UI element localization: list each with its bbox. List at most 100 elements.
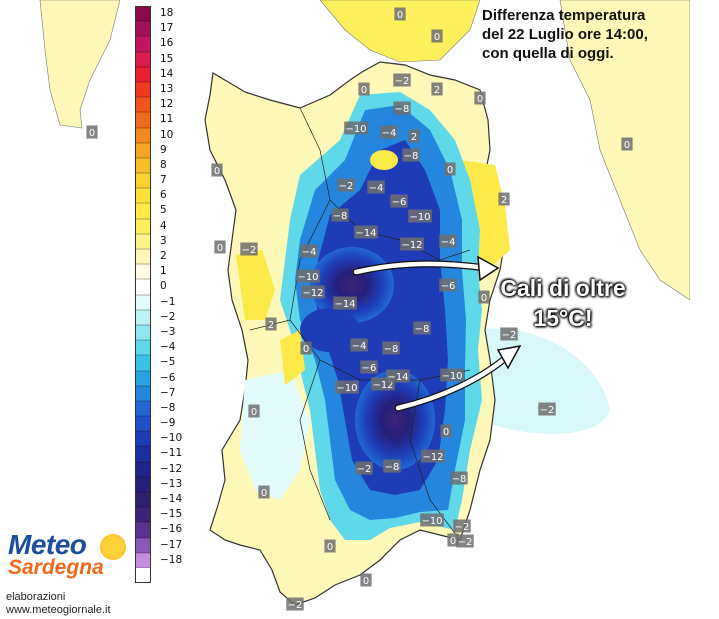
- map-value-text: −12: [372, 380, 393, 391]
- west-warm-patch: [236, 250, 275, 320]
- map-value-text: −2: [455, 522, 470, 533]
- title-line-2: del 22 Luglio ore 14:00,: [482, 26, 648, 43]
- title-line-1: Differenza temperatura: [482, 7, 646, 24]
- map-value-label: −10: [344, 121, 368, 135]
- legend-label: 3: [160, 234, 167, 247]
- map-value-text: 0: [327, 542, 333, 553]
- map-value-text: 0: [477, 94, 483, 105]
- map-value-label: −8: [450, 471, 468, 485]
- map-value-text: −6: [441, 281, 456, 292]
- map-value-text: −4: [352, 341, 367, 352]
- legend-swatch: 6: [135, 188, 167, 204]
- legend-label: 18: [160, 7, 174, 19]
- map-value-label: 2: [431, 82, 443, 96]
- legend-label: −12: [160, 462, 183, 475]
- map-value-text: −14: [334, 299, 355, 310]
- legend-label: −1: [160, 295, 176, 308]
- map-value-label: −8: [402, 148, 420, 162]
- map-value-text: −4: [382, 128, 397, 139]
- legend-label: −3: [160, 325, 176, 338]
- map-value-label: −8: [382, 341, 400, 355]
- map-value-text: 2: [268, 320, 274, 331]
- map-value-label: −6: [360, 360, 378, 374]
- map-value-text: 2: [434, 85, 440, 96]
- map-value-label: −2: [456, 534, 474, 548]
- map-value-label: −6: [439, 278, 457, 292]
- map-value-text: 0: [447, 165, 453, 176]
- warm-blob: [370, 150, 398, 170]
- legend-swatch: 17: [135, 21, 173, 37]
- map-value-label: −10: [296, 269, 320, 283]
- map-value-text: −4: [441, 237, 456, 248]
- legend-swatch: 1: [135, 264, 167, 280]
- legend-label: 7: [160, 174, 167, 187]
- legend-swatch: −12: [135, 461, 182, 477]
- map-value-text: −10: [336, 383, 357, 394]
- map-value-text: −8: [415, 324, 430, 335]
- legend-label: −14: [160, 493, 183, 505]
- map-value-label: −2: [453, 519, 471, 533]
- color-scale-legend: 18 17 16 15 14 13 12 11 10 9 8 7 6 5 4 3 2 1 0 −1 −2 −3 −4 −5 −6…: [135, 6, 182, 568]
- west-cool-patch: [240, 370, 310, 500]
- map-value-label: 0: [360, 573, 372, 587]
- map-value-text: 2: [411, 132, 417, 143]
- legend-swatch: 12: [135, 97, 173, 113]
- arrow-north: [352, 255, 500, 282]
- map-value-text: −4: [369, 183, 384, 194]
- map-value-label: −10: [420, 513, 444, 527]
- map-value-label: −14: [333, 296, 357, 310]
- map-value-text: 0: [363, 576, 369, 587]
- map-value-text: 0: [361, 85, 367, 96]
- map-value-text: −10: [345, 124, 366, 135]
- legend-label: −6: [160, 371, 176, 384]
- map-value-text: −10: [441, 371, 462, 382]
- legend-label: −17: [160, 538, 183, 551]
- legend-label: −18: [160, 553, 183, 566]
- map-value-label: 0: [258, 485, 270, 499]
- map-value-text: −14: [355, 228, 376, 239]
- legend-label: −5: [160, 356, 176, 369]
- map-value-text: 0: [434, 32, 440, 43]
- legend-label: −10: [160, 432, 183, 445]
- legend-swatch: 11: [135, 112, 173, 128]
- map-value-label: 0: [447, 533, 459, 547]
- map-value-text: −2: [357, 464, 372, 475]
- map-value-label: −8: [413, 321, 431, 335]
- legend-label: 2: [160, 250, 167, 262]
- map-value-text: 0: [443, 427, 449, 438]
- legend-swatch: −6: [135, 370, 175, 386]
- map-value-label: −10: [440, 368, 464, 382]
- legend-label: −15: [160, 508, 183, 521]
- legend-label: −2: [160, 310, 176, 323]
- map-value-text: −2: [395, 76, 410, 87]
- map-value-text: 0: [214, 166, 220, 177]
- cold-patch-west: [300, 308, 360, 352]
- map-value-text: −8: [395, 104, 410, 115]
- map-title: Differenza temperatura del 22 Luglio ore…: [482, 6, 682, 63]
- west-warm-patch-2: [280, 330, 305, 385]
- legend-label: 8: [160, 158, 167, 171]
- legend-label: 6: [160, 189, 167, 202]
- legend-swatch: 18: [135, 6, 173, 22]
- map-value-text: −2: [502, 330, 517, 341]
- legend-swatch: 14: [135, 66, 173, 82]
- map-value-label: −2: [286, 597, 304, 611]
- logo-line-1: Meteo: [8, 529, 87, 560]
- legend-swatch: 4: [135, 218, 167, 234]
- map-value-label: 0: [214, 240, 226, 254]
- callout-line-2: 15°C!: [533, 305, 593, 331]
- legend-swatch: 5: [135, 203, 167, 219]
- legend-label: −9: [160, 417, 176, 430]
- map-value-text: −6: [392, 197, 407, 208]
- title-line-3: con quella di oggi.: [482, 45, 614, 62]
- callout-line-1: Cali di oltre: [500, 275, 626, 301]
- sun-icon: [100, 534, 126, 560]
- map-value-label: −2: [355, 461, 373, 475]
- map-value-text: 0: [251, 407, 257, 418]
- map-value-text: 0: [481, 293, 487, 304]
- legend-label: 10: [160, 128, 174, 141]
- corsica-south-land: [319, 0, 481, 63]
- map-value-label: −4: [380, 125, 398, 139]
